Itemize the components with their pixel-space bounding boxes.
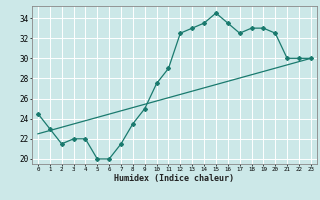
X-axis label: Humidex (Indice chaleur): Humidex (Indice chaleur) [115, 174, 234, 183]
